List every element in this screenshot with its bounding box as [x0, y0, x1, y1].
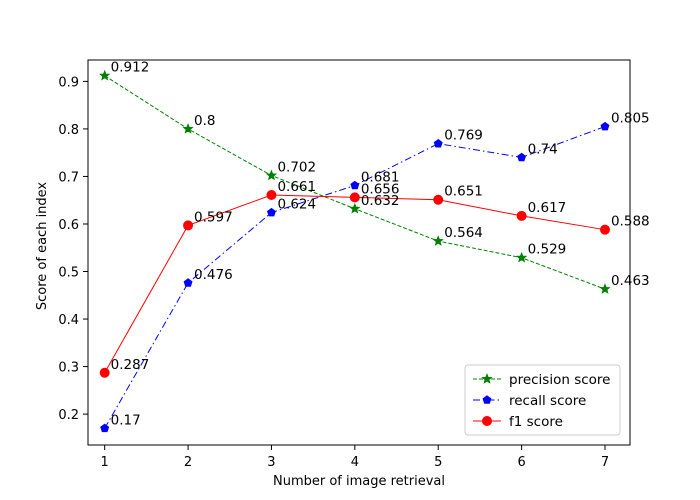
x-tick-label: 1: [101, 455, 109, 470]
data-point-f1-score: [599, 224, 610, 235]
data-point-precision-score: [599, 283, 611, 294]
data-label-precision-score: 0.912: [111, 60, 150, 76]
legend-marker-recall-score: [482, 395, 492, 404]
y-tick-label: 0.4: [58, 313, 79, 328]
axes-frame: [87, 59, 631, 446]
x-tick-label: 7: [601, 455, 609, 470]
data-point-precision-score: [516, 251, 528, 263]
y-tick-label: 0.7: [58, 170, 79, 185]
series-line-f1-score: [104, 194, 606, 373]
x-tick-label: 2: [184, 455, 192, 470]
data-label-precision-score: 0.702: [277, 160, 316, 176]
y-tick-label: 0.3: [58, 361, 79, 376]
data-point-precision-score: [265, 169, 278, 181]
data-label-recall-score: 0.74: [528, 141, 558, 157]
data-label-recall-score: 0.769: [444, 128, 483, 144]
data-point-precision-score: [432, 235, 444, 246]
y-tick-label: 0.6: [58, 218, 79, 233]
data-point-precision-score: [349, 202, 361, 214]
data-label-recall-score: 0.17: [111, 412, 141, 428]
y-tick-label: 0.5: [58, 266, 79, 281]
y-tick-label: 0.8: [58, 123, 79, 138]
legend-label-precision-score: precision score: [509, 372, 610, 388]
data-label-f1-score: 0.597: [194, 209, 233, 225]
data-label-f1-score: 0.651: [444, 184, 483, 200]
x-tick-label: 6: [517, 455, 525, 470]
data-point-recall-score: [517, 152, 527, 162]
data-point-recall-score: [600, 121, 610, 131]
legend-marker-f1-score: [482, 416, 492, 426]
x-axis-label: Number of image retrieval: [273, 474, 445, 489]
data-label-recall-score: 0.624: [277, 197, 316, 213]
data-point-recall-score: [183, 278, 193, 287]
data-point-f1-score: [183, 220, 194, 231]
axes: 1 2 3 4 5 6 7 0.2 0.3 0.4 0.5 0.6 0.7 0.8 0.9: [58, 59, 631, 470]
data-label-precision-score: 0.632: [361, 193, 400, 209]
data-point-f1-score: [433, 194, 444, 205]
data-label-recall-score: 0.681: [361, 169, 400, 185]
series-recall-score: [100, 121, 610, 433]
data-label-f1-score: 0.287: [111, 357, 150, 373]
data-point-f1-score: [99, 367, 110, 378]
x-tick-label: 5: [434, 455, 442, 470]
legend-box: [464, 364, 621, 436]
x-tick-label: 4: [351, 455, 359, 470]
series-f1-score: [99, 189, 610, 378]
y-tick-label: 0.9: [58, 75, 79, 90]
data-label-recall-score: 0.476: [194, 267, 233, 283]
plot-area: 0.9120.80.7020.6320.5640.5290.4630.170.4…: [99, 60, 650, 433]
data-point-precision-score: [182, 123, 194, 134]
data-point-f1-score: [266, 189, 277, 200]
data-point-f1-score: [349, 192, 360, 203]
data-point-recall-score: [266, 207, 276, 217]
data-point-recall-score: [350, 180, 360, 190]
legend-label-f1-score: f1 score: [509, 414, 563, 430]
data-label-f1-score: 0.661: [277, 179, 316, 195]
data-point-recall-score: [100, 423, 110, 433]
legend-label-recall-score: recall score: [509, 393, 586, 409]
y-tick-label: 0.2: [58, 408, 79, 423]
series-precision-score: [99, 69, 611, 294]
data-label-f1-score: 0.617: [528, 200, 567, 216]
y-axis-label: Score of each index: [35, 182, 50, 311]
data-point-precision-score: [99, 69, 111, 81]
data-label-precision-score: 0.8: [194, 113, 215, 129]
data-label-precision-score: 0.564: [444, 225, 483, 241]
data-label-precision-score: 0.529: [528, 242, 567, 258]
legend-marker-precision-score: [481, 373, 493, 384]
data-label-f1-score: 0.656: [361, 181, 400, 197]
legend: precision score recall score f1 score: [464, 364, 621, 436]
data-point-f1-score: [516, 210, 527, 221]
data-point-recall-score: [433, 138, 443, 148]
x-tick-label: 3: [267, 455, 275, 470]
